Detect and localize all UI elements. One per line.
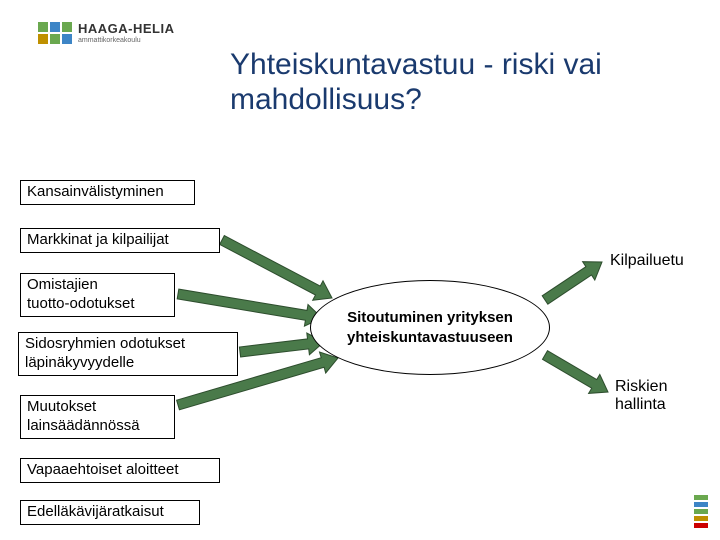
corner-bar	[694, 516, 708, 521]
arrow	[543, 351, 609, 394]
input-box-b4: Sidosryhmien odotukset läpinäkyvyydelle	[18, 332, 238, 376]
logo: HAAGA-HELIA ammattikorkeakoulu	[38, 22, 175, 44]
center-ellipse: Sitoutuminen yrityksenyhteiskuntavastuus…	[310, 280, 550, 375]
corner-bars-icon	[694, 495, 708, 528]
logo-square	[38, 22, 48, 32]
logo-square	[50, 22, 60, 32]
logo-square	[38, 34, 48, 44]
logo-square	[50, 34, 60, 44]
logo-sub: ammattikorkeakoulu	[78, 37, 175, 44]
arrow	[542, 262, 602, 305]
center-ellipse-label: Sitoutuminen yrityksenyhteiskuntavastuus…	[310, 280, 550, 375]
input-box-b3: Omistajientuotto-odotukset	[20, 273, 175, 317]
input-box-b7: Edelläkävijäratkaisut	[20, 500, 200, 525]
corner-bar	[694, 502, 708, 507]
input-box-b1: Kansainvälistyminen	[20, 180, 195, 205]
output-label-o1: Kilpailuetu	[610, 252, 684, 270]
logo-square	[62, 34, 72, 44]
arrow	[177, 289, 322, 326]
corner-bar	[694, 495, 708, 500]
title-text: Yhteiskuntavastuu - riski vai mahdollisu…	[230, 48, 602, 116]
corner-bar	[694, 509, 708, 514]
logo-main: HAAGA-HELIA	[78, 22, 175, 35]
logo-text: HAAGA-HELIA ammattikorkeakoulu	[78, 22, 175, 44]
input-box-b2: Markkinat ja kilpailijat	[20, 228, 220, 253]
input-box-b6: Vapaaehtoiset aloitteet	[20, 458, 220, 483]
logo-squares-icon	[38, 22, 72, 44]
input-box-b5: Muutoksetlainsäädännössä	[20, 395, 175, 439]
logo-square	[62, 22, 72, 32]
corner-bar	[694, 523, 708, 528]
page-title: Yhteiskuntavastuu - riski vai mahdollisu…	[230, 48, 602, 117]
output-label-o2: Riskienhallinta	[615, 378, 667, 414]
